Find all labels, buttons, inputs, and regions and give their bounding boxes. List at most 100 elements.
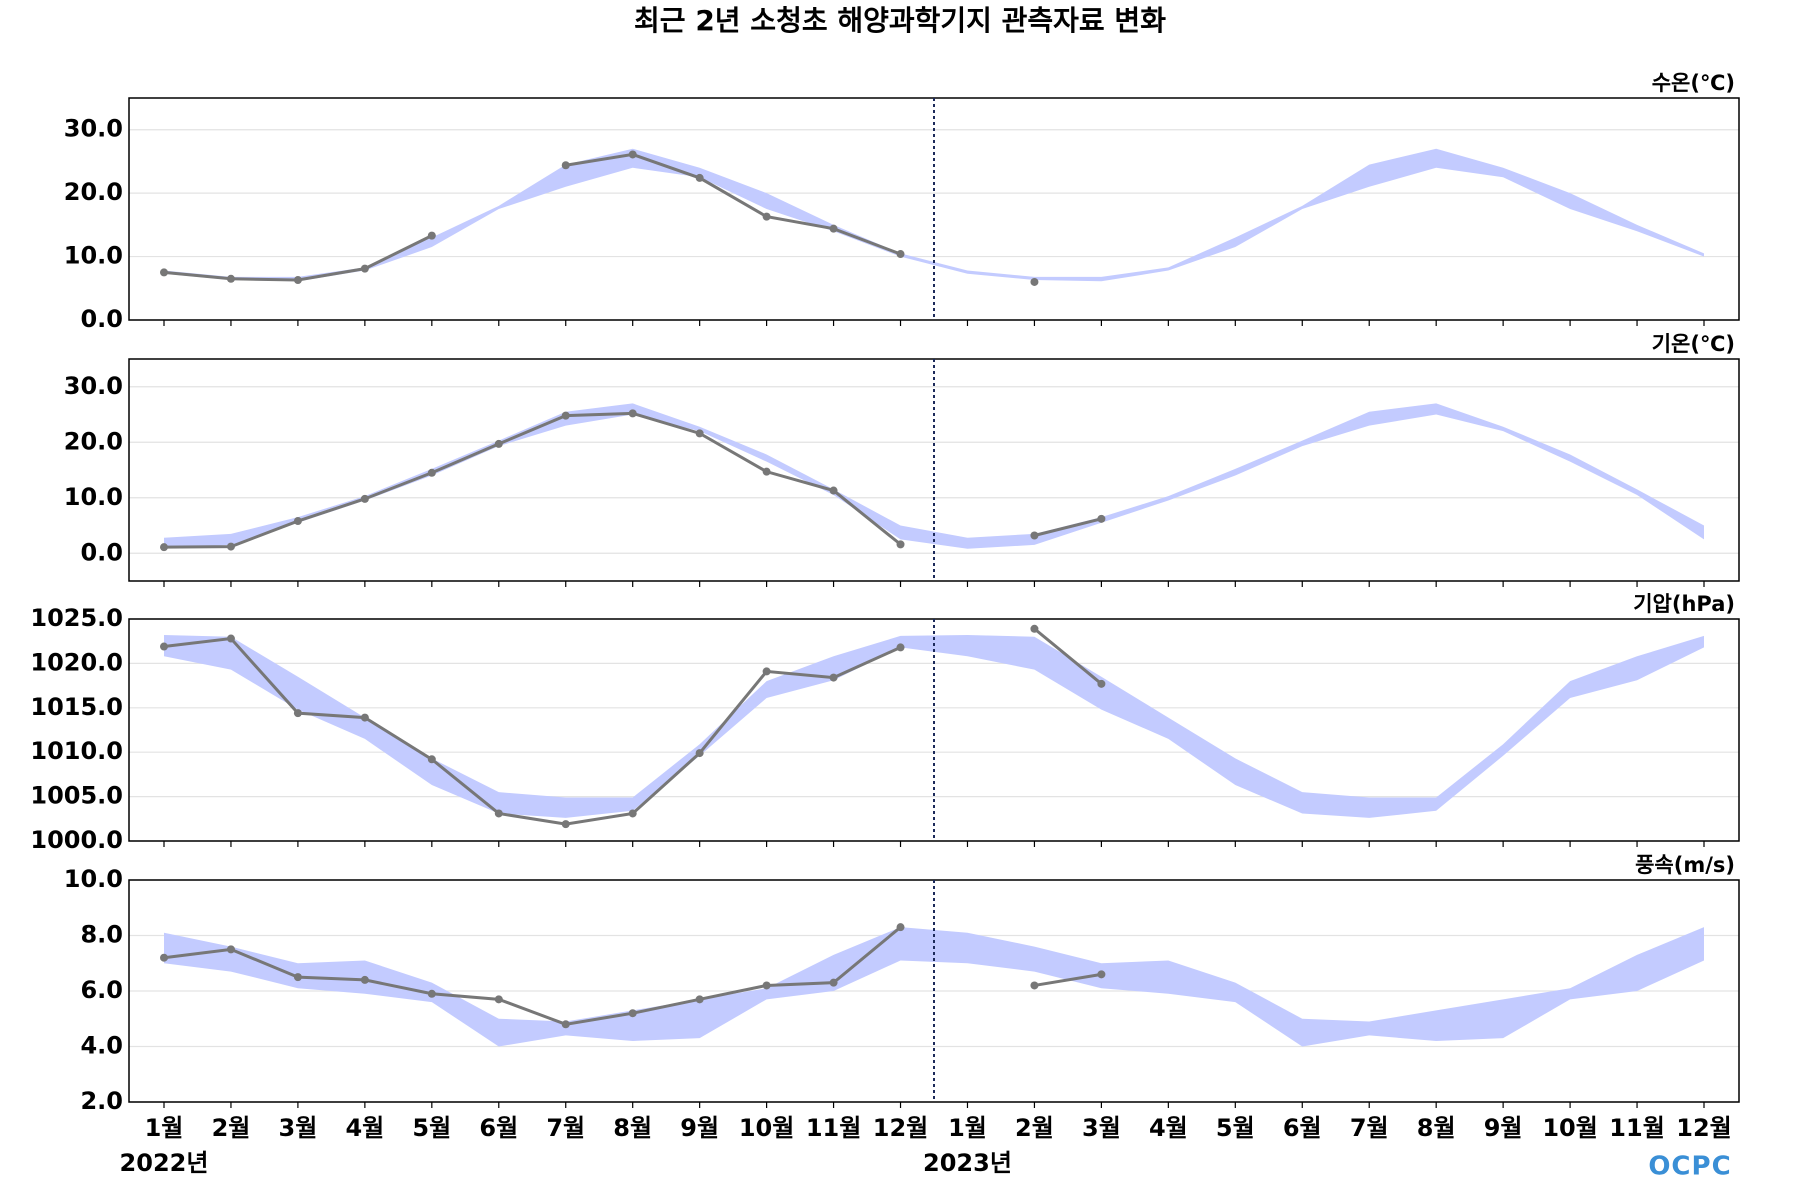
x-tick-label: 6월 [1283,1114,1322,1142]
x-tick-label: 8월 [1417,1114,1456,1142]
x-tick-label: 5월 [412,1114,451,1142]
observed-point [160,953,168,962]
observed-point [829,673,838,682]
y-tick-label: 4.0 [80,1032,123,1060]
x-tick-label: 11월 [806,1114,861,1142]
observed-point [561,161,570,170]
observed-point [226,945,235,954]
y-tick-label: 10.0 [64,865,123,893]
observed-point [293,517,302,526]
observed-point [561,820,570,829]
x-tick-label: 6월 [479,1114,518,1142]
x-tick-label: 10월 [739,1114,794,1142]
observed-point [160,268,168,277]
x-tick-label: 7월 [1350,1114,1389,1142]
climate-band [164,403,1704,549]
y-tick-label: 0.0 [80,538,123,566]
observed-point [561,1020,570,1029]
observed-point [1030,981,1039,990]
observed-point [226,274,235,283]
x-tick-label: 3월 [1082,1114,1121,1142]
observed-point [427,468,436,477]
x-tick-label: 12월 [1676,1114,1731,1142]
observed-point [628,150,637,159]
unit-label: 기온(℃) [1652,332,1735,356]
y-tick-label: 30.0 [64,372,123,400]
observed-point [695,995,704,1004]
observed-point [160,642,168,651]
observed-point [1030,531,1039,540]
observed-point [695,429,704,438]
observed-point [1097,514,1106,523]
y-tick-label: 1000.0 [30,826,123,854]
observed-point [896,540,905,549]
x-tick-label: 4월 [1149,1114,1188,1142]
x-tick-label: 8월 [613,1114,652,1142]
observed-point [360,713,369,722]
observed-point [293,276,302,285]
x-tick-label: 5월 [1216,1114,1255,1142]
observed-point [829,978,838,987]
x-tick-label: 9월 [1484,1114,1523,1142]
year-label: 2023년 [923,1149,1012,1177]
y-tick-label: 6.0 [80,976,123,1004]
observed-point [360,975,369,984]
observed-point [695,173,704,182]
y-tick-label: 1015.0 [30,693,123,721]
observed-point [762,667,771,676]
observed-point [762,467,771,476]
observed-point [695,749,704,758]
observed-point [360,264,369,273]
x-tick-label: 12월 [873,1114,928,1142]
y-tick-label: 8.0 [80,921,123,949]
y-tick-label: 20.0 [64,178,123,206]
logo: OCPC [1648,1152,1731,1182]
climate-band [164,148,1704,282]
unit-label: 풍속(m/s) [1635,853,1735,877]
observed-point [226,542,235,551]
observed-point [160,543,168,552]
x-tick-label: 1월 [948,1114,987,1142]
x-tick-label: 2월 [1015,1114,1054,1142]
observed-line [163,926,1102,1026]
observed-point [628,809,637,818]
observed-line [163,627,1103,826]
observed-point [360,494,369,503]
chart-title: 최근 2년 소청초 해양과학기지 관측자료 변화 [634,4,1166,37]
observed-point [1097,970,1106,979]
y-tick-label: 10.0 [64,483,123,511]
observed-point [494,995,503,1004]
x-tick-label: 3월 [279,1114,318,1142]
observed-point [494,809,503,818]
observed-point [829,486,838,495]
y-tick-label: 1010.0 [30,737,123,765]
observed-point [896,643,905,652]
y-tick-label: 0.0 [80,305,123,333]
observed-point [293,973,302,982]
observed-point [896,923,905,932]
observed-point [762,981,771,990]
y-tick-label: 10.0 [64,242,123,270]
observed-point [226,634,235,643]
y-tick-label: 1025.0 [30,604,123,632]
observed-point [561,411,570,420]
y-tick-label: 20.0 [64,427,123,455]
x-tick-label: 9월 [680,1114,719,1142]
unit-label: 수온(℃) [1652,71,1735,95]
unit-label: 기압(hPa) [1633,592,1735,616]
x-tick-label: 4월 [345,1114,384,1142]
y-tick-label: 1005.0 [30,782,123,810]
observed-point [1030,277,1039,286]
observed-point [427,231,436,240]
observed-point [1030,624,1039,633]
x-tick-label: 7월 [546,1114,585,1142]
x-tick-label: 11월 [1609,1114,1664,1142]
x-tick-label: 2월 [212,1114,251,1142]
observed-line [163,411,1102,549]
year-label: 2022년 [120,1149,209,1177]
observed-point [628,1009,637,1018]
y-tick-label: 2.0 [80,1087,123,1115]
observed-point [896,250,905,259]
climate-band [164,927,1704,1047]
